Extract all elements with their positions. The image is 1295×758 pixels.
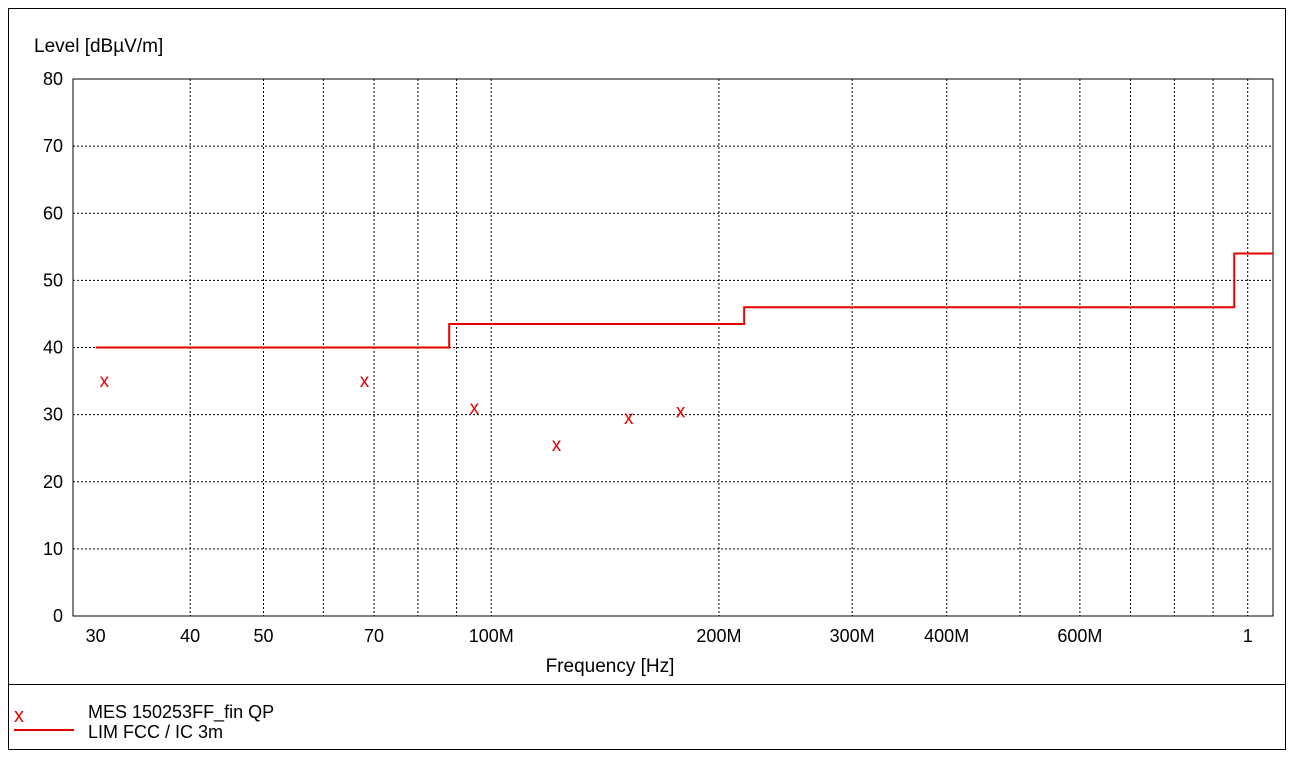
x-tick-label: 600M: [1057, 626, 1102, 646]
measurement-point: x: [552, 435, 562, 456]
y-tick-label: 50: [43, 270, 63, 290]
y-tick-label: 40: [43, 338, 63, 358]
measurement-point: x: [624, 408, 634, 429]
y-tick-label: 60: [43, 203, 63, 223]
x-tick-label: 200M: [696, 626, 741, 646]
measurement-point: x: [360, 371, 370, 392]
x-tick-label: 50: [253, 626, 273, 646]
x-axis-label: Frequency [Hz]: [546, 656, 675, 677]
legend-marker-x: x: [14, 705, 24, 727]
x-tick-label: 300M: [830, 626, 875, 646]
measurement-point: x: [100, 371, 110, 392]
y-tick-label: 30: [43, 405, 63, 425]
y-tick-label: 0: [53, 606, 63, 626]
y-axis-label: Level [dBµV/m]: [34, 36, 163, 57]
x-tick-label: 70: [364, 626, 384, 646]
legend-divider: [8, 684, 1286, 685]
y-tick-label: 10: [43, 539, 63, 559]
x-tick-label: 1: [1243, 626, 1253, 646]
y-tick-label: 20: [43, 472, 63, 492]
y-tick-label: 70: [43, 136, 63, 156]
measurement-point: x: [676, 401, 686, 422]
x-tick-labels: 30 40 50 70 100M 200M 300M 400M 600M 1: [86, 626, 1253, 646]
x-tick-label: 400M: [924, 626, 969, 646]
y-tick-label: 80: [43, 69, 63, 89]
legend-label-limit: LIM FCC / IC 3m: [88, 722, 223, 742]
series-layer: x x x x x x: [95, 252, 1273, 456]
x-tick-label: 30: [86, 626, 106, 646]
limit-line: [95, 252, 1273, 349]
y-tick-labels: 0 10 20 30 40 50 60 70 80: [43, 69, 63, 626]
measurement-point: x: [470, 398, 480, 419]
chart-frame: [8, 8, 1286, 750]
x-tick-label: 100M: [469, 626, 514, 646]
legend: x MES 150253FF_fin QP LIM FCC / IC 3m: [14, 702, 274, 742]
legend-label-measurement: MES 150253FF_fin QP: [88, 702, 274, 723]
plot-border: [72, 78, 1274, 617]
x-tick-label: 40: [180, 626, 200, 646]
